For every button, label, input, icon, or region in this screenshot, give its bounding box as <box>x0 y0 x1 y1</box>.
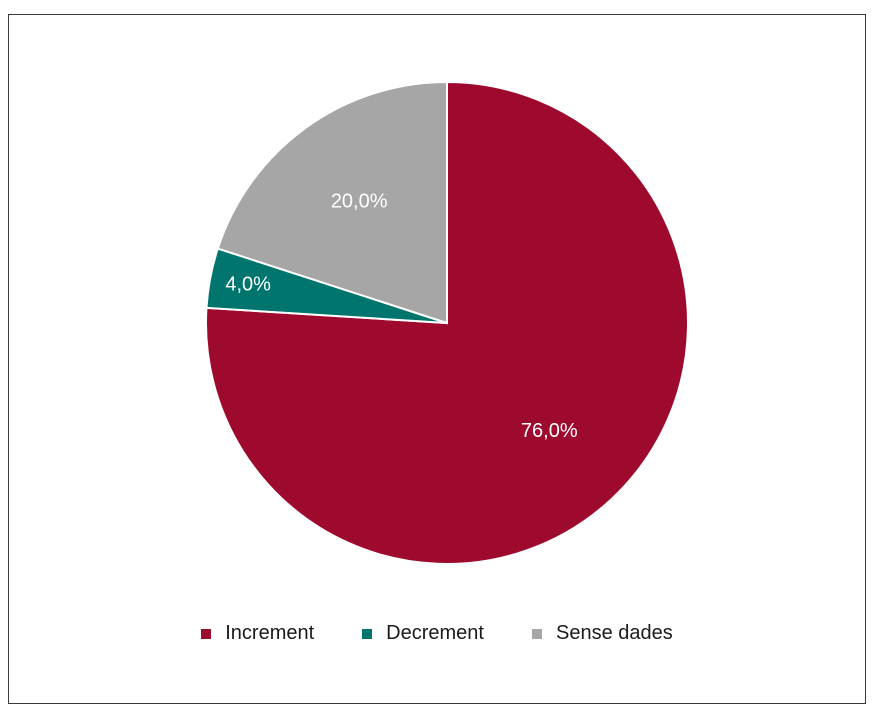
legend-swatch-decrement <box>362 628 373 639</box>
data-label-sense-dades: 20,0% <box>331 190 388 212</box>
data-label-increment: 76,0% <box>521 420 578 442</box>
legend-item-increment: Increment <box>201 622 314 645</box>
pie-slice-increment <box>205 80 689 565</box>
legend: Increment Decrement Sense dades <box>0 622 874 645</box>
data-label-decrement: 4,0% <box>225 273 271 295</box>
legend-item-sense-dades: Sense dades <box>531 622 673 645</box>
legend-item-decrement: Decrement <box>362 622 484 645</box>
legend-swatch-sense-dades <box>531 628 542 639</box>
legend-label-increment: Increment <box>225 622 315 644</box>
pie-chart: 76,0% 4,0% 20,0% <box>205 80 689 565</box>
legend-swatch-increment <box>201 628 212 639</box>
pie-slice-sense-dades <box>216 80 448 325</box>
legend-label-sense-dades: Sense dades <box>555 622 673 644</box>
legend-label-decrement: Decrement <box>386 622 484 644</box>
